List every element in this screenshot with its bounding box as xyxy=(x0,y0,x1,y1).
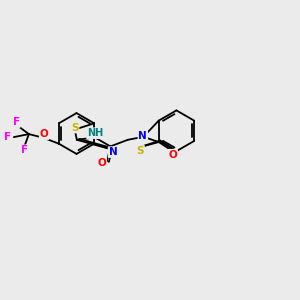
Text: S: S xyxy=(71,122,79,133)
Text: N: N xyxy=(139,131,147,141)
Text: F: F xyxy=(4,131,11,142)
Text: F: F xyxy=(21,145,28,155)
Text: N: N xyxy=(109,147,117,157)
Text: F: F xyxy=(13,117,20,127)
Text: NH: NH xyxy=(87,128,103,138)
Text: O: O xyxy=(40,129,49,139)
Text: O: O xyxy=(98,158,106,168)
Text: S: S xyxy=(136,146,144,156)
Text: O: O xyxy=(168,150,177,160)
